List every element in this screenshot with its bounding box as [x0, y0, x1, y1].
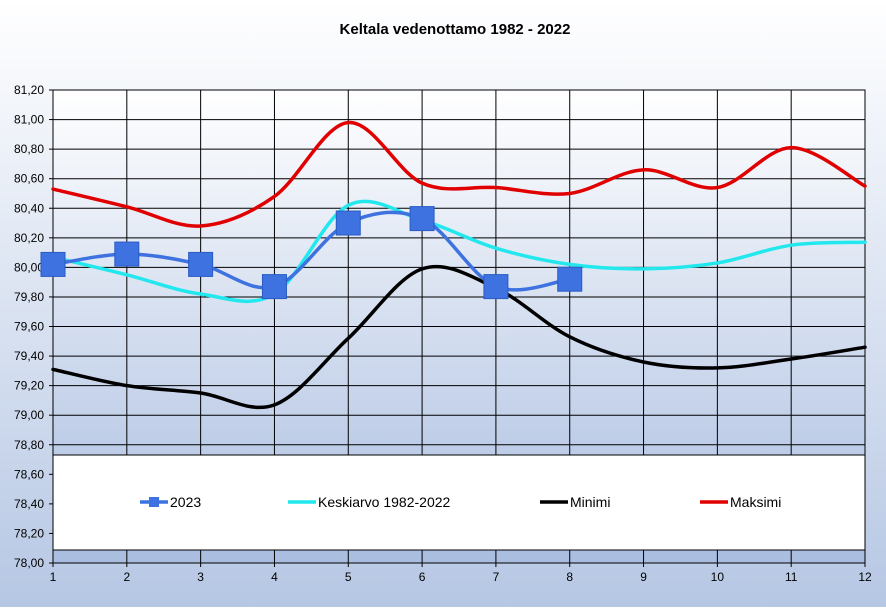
- x-tick-label: 3: [197, 570, 204, 584]
- y-tick-label: 78,60: [14, 467, 44, 481]
- y-tick-label: 78,80: [14, 438, 44, 452]
- y-tick-label: 79,60: [14, 320, 44, 334]
- x-tick-label: 5: [345, 570, 352, 584]
- y-tick-label: 80,00: [14, 260, 44, 274]
- y-tick-label: 78,00: [14, 556, 44, 570]
- data-point-2023: [483, 274, 509, 300]
- y-tick-label: 81,20: [14, 83, 44, 97]
- plot-border: [52, 89, 866, 564]
- x-tick-label: 1: [50, 570, 57, 584]
- legend-label-maksimi: Maksimi: [730, 494, 781, 510]
- chart-title: Keltala vedenottamo 1982 - 2022: [340, 21, 571, 38]
- data-point-2023: [557, 266, 583, 292]
- series-line-minimi: [51, 264, 867, 410]
- data-point-2023: [335, 210, 361, 236]
- y-tick-label: 80,80: [14, 142, 44, 156]
- y-tick-label: 80,40: [14, 201, 44, 215]
- axes: 78,00 78,20 78,40 78,60 78,80 79,00 79,20 79,40…: [14, 83, 872, 584]
- y-tick-label: 80,20: [14, 231, 44, 245]
- legend-label-2023: 2023: [170, 494, 201, 510]
- series-line-keskiarvo-1982-2022: [51, 199, 867, 304]
- legend-box: [52, 454, 866, 551]
- y-tick-label: 78,40: [14, 497, 44, 511]
- x-tick-label: 11: [785, 570, 798, 584]
- y-tick-label: 78,20: [14, 526, 44, 540]
- series-line-maksimi: [51, 120, 867, 228]
- y-tick-label: 79,20: [14, 379, 44, 393]
- x-tick-label: 10: [711, 570, 725, 584]
- legend-marker-2023: [149, 497, 159, 507]
- y-tick-label: 79,80: [14, 290, 44, 304]
- data-point-2023: [40, 251, 66, 277]
- x-tick-label: 7: [493, 570, 500, 584]
- y-tick-label: 80,60: [14, 172, 44, 186]
- data-point-2023: [261, 274, 287, 300]
- x-tick-label: 12: [858, 570, 872, 584]
- x-tick-label: 6: [419, 570, 426, 584]
- legend: 2023 Keskiarvo 1982-2022 Minimi Maksimi: [52, 454, 866, 551]
- data-point-2023: [114, 241, 140, 267]
- series-lines: [40, 120, 867, 410]
- legend-label-keskiarvo-1982-2022: Keskiarvo 1982-2022: [318, 494, 451, 510]
- x-tick-label: 4: [271, 570, 278, 584]
- y-tick-label: 81,00: [14, 113, 44, 127]
- legend-label-minimi: Minimi: [570, 494, 610, 510]
- data-point-2023: [409, 206, 435, 232]
- x-tick-label: 2: [123, 570, 130, 584]
- y-tick-label: 79,40: [14, 349, 44, 363]
- y-tick-label: 79,00: [14, 408, 44, 422]
- x-tick-label: 8: [566, 570, 573, 584]
- data-point-2023: [188, 251, 214, 277]
- x-tick-label: 9: [640, 570, 647, 584]
